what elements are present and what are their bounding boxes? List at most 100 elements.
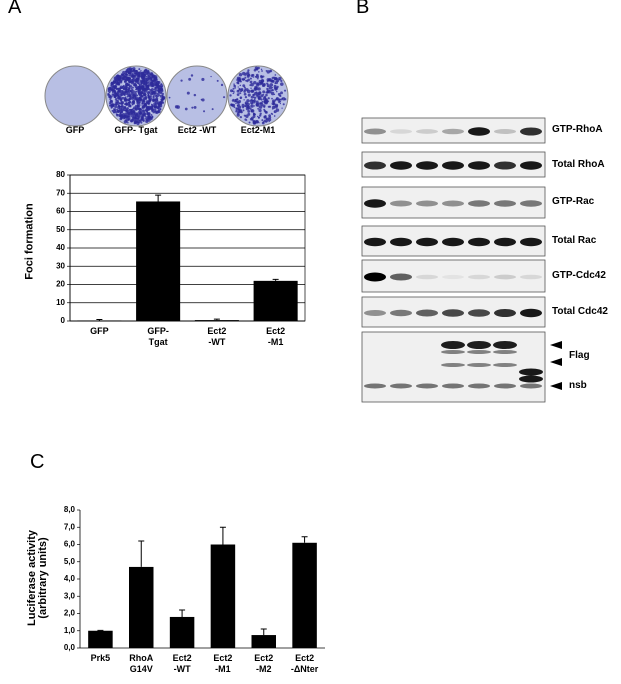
- colony: [210, 75, 212, 78]
- colony: [258, 71, 260, 73]
- panel-label: A: [8, 0, 22, 18]
- colony: [138, 119, 140, 121]
- bar: [169, 616, 195, 648]
- colony: [126, 76, 130, 80]
- colony: [243, 89, 246, 92]
- colony: [237, 81, 240, 84]
- colony: [261, 121, 265, 125]
- colony: [271, 88, 274, 92]
- band: [390, 200, 412, 207]
- colony: [123, 109, 126, 112]
- band: [442, 200, 464, 207]
- band: [494, 383, 516, 389]
- colony: [138, 68, 141, 71]
- band: [364, 199, 386, 208]
- colony: [238, 109, 242, 114]
- y-tick-label: 4,0: [64, 574, 76, 583]
- colony: [129, 117, 131, 119]
- colony: [255, 91, 258, 94]
- colony: [134, 73, 138, 77]
- colony: [142, 71, 144, 74]
- colony: [139, 119, 143, 122]
- colony: [132, 96, 135, 99]
- colony: [125, 71, 128, 74]
- colony: [265, 91, 268, 94]
- bar: [77, 320, 122, 321]
- colony: [116, 87, 118, 90]
- x-tick-label: Ect2 -M2: [254, 653, 274, 674]
- colony: [138, 101, 141, 104]
- colony: [153, 102, 157, 106]
- band: [442, 128, 464, 135]
- colony: [236, 113, 240, 117]
- colony: [193, 93, 197, 97]
- colony: [250, 74, 254, 78]
- colony: [247, 78, 250, 82]
- colony: [130, 112, 134, 115]
- colony: [274, 74, 277, 76]
- colony: [162, 96, 166, 100]
- colony: [269, 69, 273, 73]
- colony: [239, 84, 242, 87]
- colony: [276, 85, 279, 89]
- colony: [115, 82, 119, 86]
- colony: [136, 105, 140, 109]
- colony: [131, 80, 135, 84]
- colony: [154, 110, 157, 114]
- band: [520, 383, 542, 389]
- colony: [145, 79, 148, 83]
- colony: [268, 114, 271, 117]
- colony: [244, 75, 246, 77]
- colony: [237, 86, 239, 88]
- colony: [252, 76, 254, 78]
- colony: [273, 115, 276, 117]
- colony: [153, 76, 156, 79]
- colony: [248, 121, 251, 124]
- colony: [130, 92, 134, 96]
- colony: [131, 74, 135, 78]
- colony: [233, 106, 236, 109]
- colony: [244, 95, 248, 99]
- colony: [127, 114, 131, 118]
- colony: [115, 113, 118, 116]
- band: [416, 200, 438, 207]
- colony: [156, 106, 159, 110]
- colony: [254, 120, 259, 124]
- colony: [236, 93, 240, 96]
- colony: [145, 119, 148, 121]
- colony: [147, 94, 150, 97]
- colony: [118, 108, 122, 112]
- colony: [125, 69, 129, 72]
- colony: [252, 93, 255, 96]
- colony: [278, 98, 281, 101]
- colony: [111, 100, 113, 102]
- x-tick-label: GFP: [90, 326, 109, 336]
- colony: [249, 77, 252, 80]
- bar: [253, 280, 298, 321]
- blot-label: Total Cdc42: [552, 306, 608, 317]
- colony: [253, 80, 257, 85]
- colony: [142, 75, 146, 80]
- colony: [242, 71, 246, 76]
- colony: [139, 89, 142, 92]
- colony: [250, 87, 252, 90]
- colony: [138, 116, 141, 119]
- colony: [188, 77, 192, 81]
- band: [494, 309, 516, 317]
- colony: [135, 77, 139, 82]
- error-bar: [213, 318, 220, 321]
- colony: [148, 91, 151, 94]
- colony: [118, 77, 122, 81]
- blot-label: Total Rac: [552, 235, 597, 246]
- colony: [123, 113, 125, 115]
- colony: [138, 112, 142, 116]
- colony: [280, 82, 284, 86]
- colony: [152, 92, 154, 94]
- colony: [250, 101, 254, 105]
- colony: [145, 100, 150, 104]
- colony: [119, 81, 123, 84]
- colony: [200, 98, 203, 101]
- colony: [156, 88, 161, 93]
- colony: [234, 87, 237, 89]
- colony: [137, 89, 140, 92]
